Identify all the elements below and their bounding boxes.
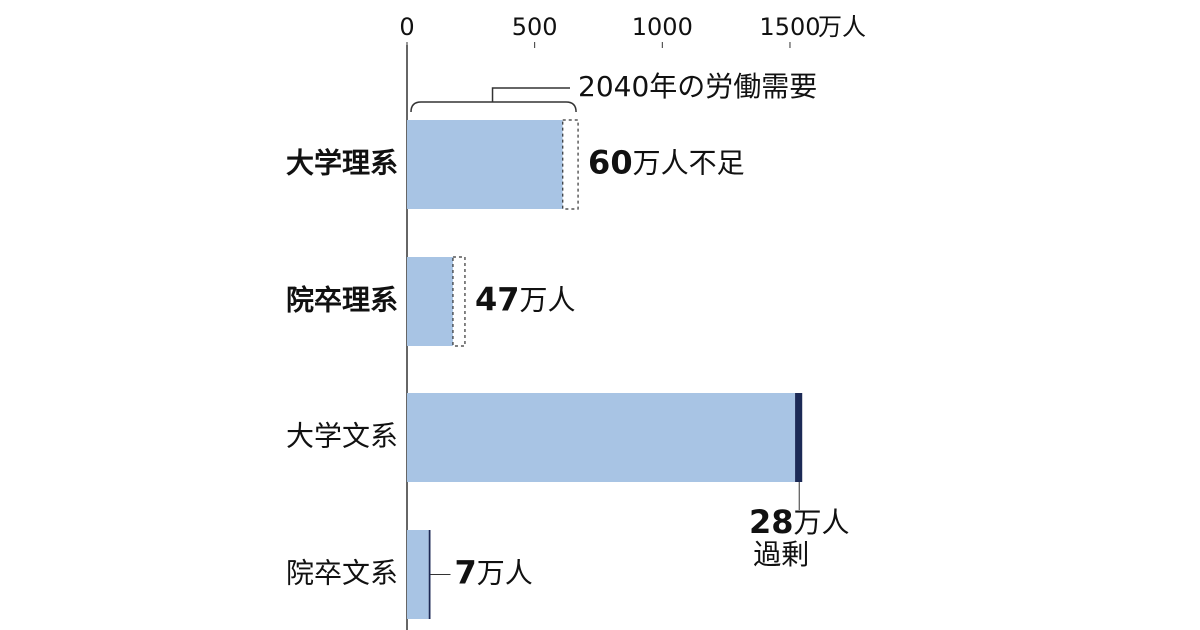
bar-segment xyxy=(452,256,466,347)
value-unit: 万人 xyxy=(793,506,849,539)
x-tick-label: 0 xyxy=(399,13,414,41)
value-unit: 万人 xyxy=(633,147,689,180)
x-tick-label: 1500 xyxy=(759,13,820,41)
category-label: 院卒文系 xyxy=(286,557,398,590)
value-note: 過剰 xyxy=(753,538,809,571)
bar-segment xyxy=(407,257,453,346)
value-number: 7 xyxy=(454,554,476,592)
value-label: 7万人 xyxy=(454,554,532,592)
value-unit: 万人 xyxy=(519,284,575,317)
x-tick-label: 500 xyxy=(512,13,558,41)
bar-segment xyxy=(562,119,579,210)
value-note: 不足 xyxy=(689,147,745,180)
value-label: 47万人 xyxy=(475,281,576,319)
value-number: 60 xyxy=(588,144,633,182)
value-unit: 万人 xyxy=(477,557,533,590)
category-label: 大学理系 xyxy=(286,147,398,180)
value-label: 28万人過剰 xyxy=(749,503,850,571)
value-number: 28 xyxy=(749,503,794,541)
category-label: 大学文系 xyxy=(286,420,398,453)
bar-segment xyxy=(407,393,796,482)
annotation-bracket xyxy=(410,87,577,113)
annotation: 2040年の労働需要 xyxy=(578,70,817,103)
bar-segment xyxy=(428,530,431,619)
value-number: 47 xyxy=(475,281,520,319)
bar-segment xyxy=(407,530,429,619)
value-label: 60万人不足 xyxy=(588,144,745,182)
bar-segment xyxy=(407,120,563,209)
x-tick-label: 1000 xyxy=(632,13,693,41)
bar-segment xyxy=(795,393,803,482)
x-unit: 万人 xyxy=(818,13,866,41)
category-label: 院卒理系 xyxy=(286,284,398,317)
